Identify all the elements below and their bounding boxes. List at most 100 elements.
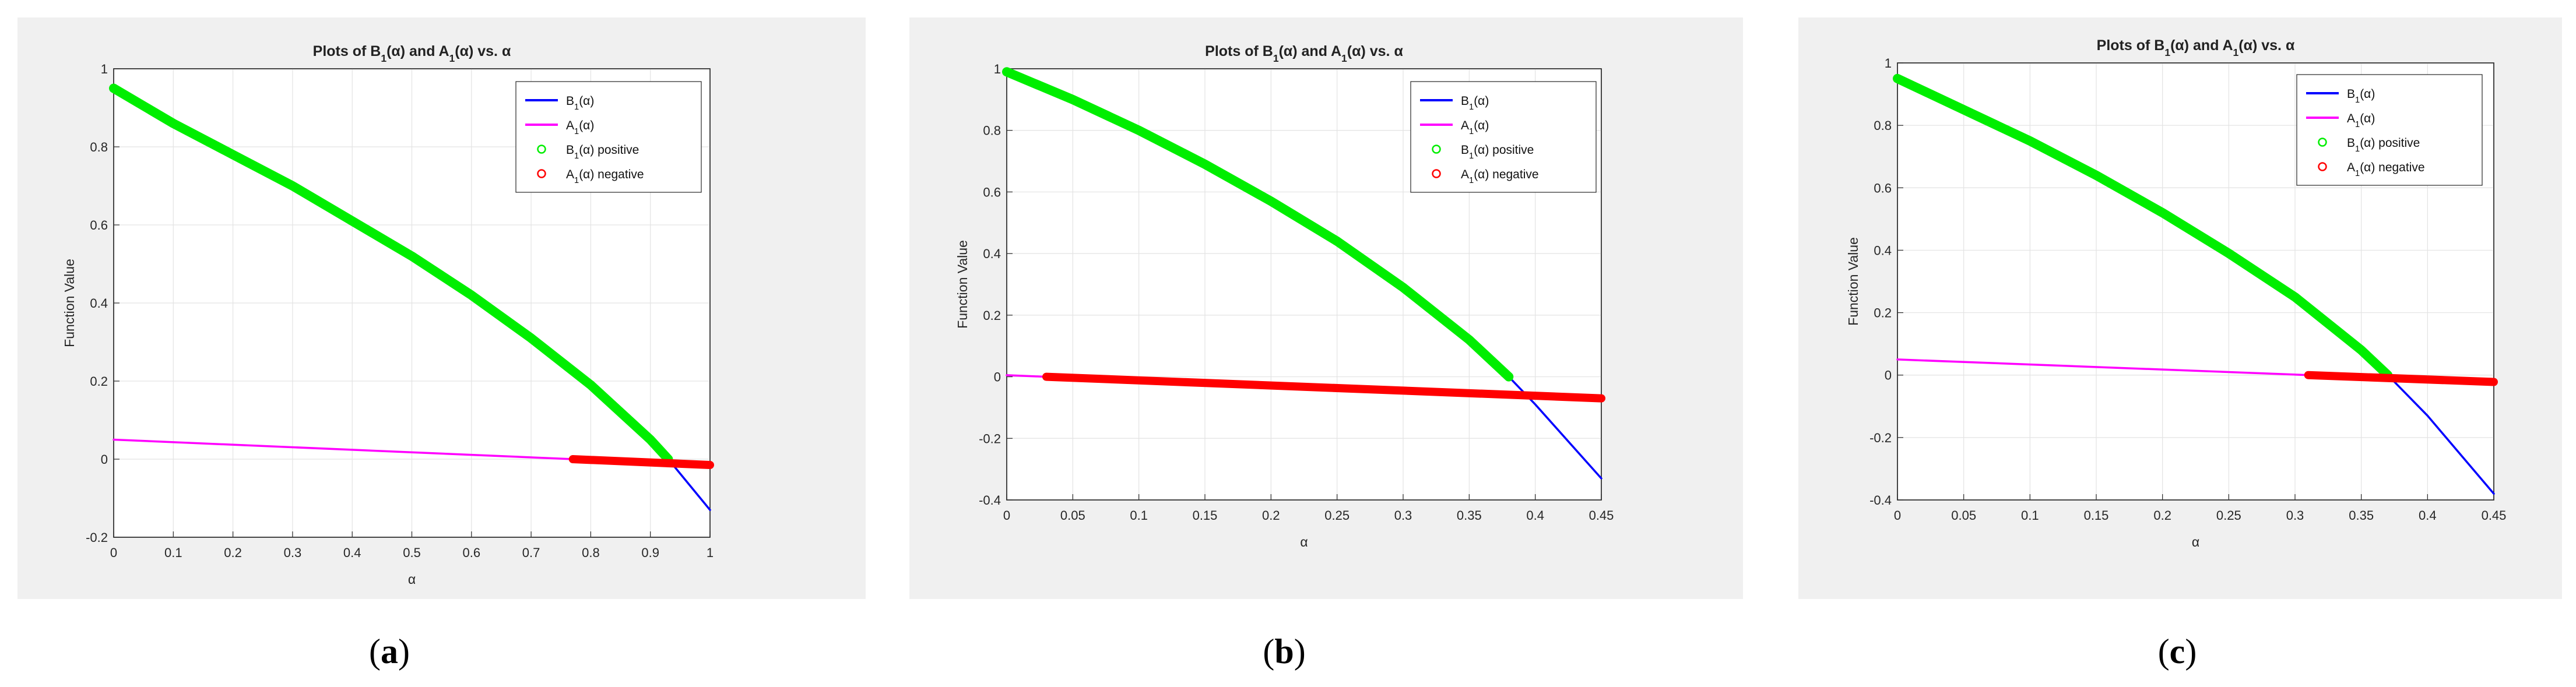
x-tick-label: 0	[110, 545, 117, 560]
legend-entry: A1(α) negative	[2347, 161, 2425, 178]
series-3	[568, 455, 714, 469]
x-tick-label: 0.35	[1457, 508, 1482, 523]
x-tick-label: 1	[707, 545, 714, 560]
legend: B1(α) A1(α) B1(α) positive A1(α) negative	[1410, 81, 1597, 193]
y-tick-label: 0	[1885, 368, 1892, 383]
chart-title: Plots of B1(α) and A1(α) vs. α	[1205, 43, 1403, 64]
legend-entry: B1(α)	[2347, 87, 2375, 105]
x-tick-label: 0.1	[1130, 508, 1148, 523]
x-tick-label: 0.15	[2084, 508, 2109, 523]
legend-entry: A1(α)	[1461, 119, 1489, 136]
y-tick-label: 0	[994, 370, 1001, 385]
y-tick-label: 0	[101, 452, 108, 467]
y-tick-label: 0.4	[1874, 243, 1892, 258]
plot-frame	[1897, 62, 2494, 501]
y-axis-label: Function Value	[955, 240, 970, 329]
y-tick-label: 1	[101, 62, 108, 76]
x-axis-label: α	[2192, 534, 2199, 549]
x-tick-label: 0.5	[403, 545, 421, 560]
panel-caption: (b)	[1263, 632, 1305, 671]
y-axis-label: Function Value	[62, 259, 77, 347]
series-3	[1042, 372, 1605, 403]
y-tick-label: -0.4	[1869, 493, 1892, 508]
x-tick-label: 0.7	[522, 545, 540, 560]
series-2	[1002, 67, 1514, 382]
y-tick-label: 0.2	[983, 308, 1001, 323]
legend-entry: A1(α) negative	[566, 168, 644, 185]
y-tick-label: -0.2	[86, 530, 108, 545]
x-tick-label: 0.8	[582, 545, 600, 560]
x-tick-label: 0	[1003, 508, 1010, 523]
x-tick-label: 0.05	[1951, 508, 1976, 523]
y-tick-label: -0.4	[979, 493, 1001, 508]
series-2	[109, 83, 673, 464]
legend-swatch-marker	[1432, 145, 1441, 154]
x-tick-label: 0.45	[2482, 508, 2507, 523]
y-tick-label: -0.2	[979, 431, 1001, 446]
legend-entry: B1(α) positive	[1461, 143, 1534, 161]
x-tick-label: 0.2	[1262, 508, 1280, 523]
x-tick-label: 0.05	[1060, 508, 1085, 523]
y-tick-label: 1	[1885, 56, 1892, 71]
y-tick-label: -0.2	[1869, 431, 1892, 445]
legend-entry: B1(α)	[1461, 94, 1489, 112]
x-tick-label: 0.4	[343, 545, 361, 560]
x-tick-label: 0.25	[1324, 508, 1349, 523]
y-tick-label: 0.6	[1874, 181, 1892, 195]
chart-title: Plots of B1(α) and A1(α) vs. α	[313, 43, 511, 64]
x-tick-label: 0.3	[2286, 508, 2304, 523]
legend-swatch-marker	[537, 169, 546, 178]
x-tick-label: 0.4	[2419, 508, 2437, 523]
legend-swatch-marker	[1432, 169, 1441, 178]
y-tick-label: 1	[994, 62, 1001, 76]
chart-panel-1: 0 0.05 0.1 0.15 0.2 0.25 0.3 0.35 0.4 0.45 -0.4 -0.…	[909, 17, 1743, 599]
legend-entry: B1(α) positive	[2347, 136, 2420, 154]
legend-swatch-marker	[2318, 138, 2327, 147]
x-tick-label: 0.35	[2349, 508, 2374, 523]
y-tick-label: 0.6	[90, 218, 108, 232]
x-axis-label: α	[1300, 534, 1308, 549]
x-tick-label: 0.1	[164, 545, 182, 560]
plot-frame	[113, 68, 711, 538]
x-tick-label: 0.2	[224, 545, 242, 560]
x-tick-label: 0.2	[2153, 508, 2171, 523]
legend: B1(α) A1(α) B1(α) positive A1(α) negative	[515, 81, 702, 193]
y-tick-label: 0.8	[983, 124, 1001, 138]
chart-panel-2: 0 0.05 0.1 0.15 0.2 0.25 0.3 0.35 0.4 0.45 -0.4 -0.…	[1798, 17, 2562, 599]
x-tick-label: 0.4	[1526, 508, 1544, 523]
x-tick-label: 0.45	[1589, 508, 1614, 523]
y-tick-label: 0.8	[1874, 118, 1892, 133]
plot-frame	[1006, 68, 1602, 501]
legend-entry: B1(α) positive	[566, 143, 639, 161]
y-tick-label: 0.2	[90, 374, 108, 389]
legend-entry: A1(α)	[2347, 112, 2375, 129]
legend: B1(α) A1(α) B1(α) positive A1(α) negative	[2296, 74, 2483, 186]
y-tick-label: 0.4	[90, 296, 108, 311]
legend-entry: B1(α)	[566, 94, 594, 112]
legend-swatch-marker	[2318, 162, 2327, 171]
x-tick-label: 0.25	[2216, 508, 2241, 523]
y-tick-label: 0.6	[983, 185, 1001, 199]
y-axis-label: Function Value	[1846, 237, 1861, 326]
x-tick-label: 0	[1894, 508, 1901, 523]
y-tick-label: 0.4	[983, 246, 1001, 261]
series-2	[1893, 73, 2393, 380]
x-tick-label: 0.9	[641, 545, 659, 560]
y-tick-label: 0.2	[1874, 306, 1892, 320]
y-tick-label: 0.8	[90, 140, 108, 154]
x-tick-label: 0.3	[284, 545, 302, 560]
x-tick-label: 0.15	[1193, 508, 1218, 523]
legend-entry: A1(α)	[566, 119, 594, 136]
chart-title: Plots of B1(α) and A1(α) vs. α	[2097, 37, 2295, 58]
x-tick-label: 0.1	[2021, 508, 2039, 523]
panel-caption: (a)	[369, 632, 410, 671]
legend-entry: A1(α) negative	[1461, 168, 1539, 185]
series-3	[2304, 371, 2498, 386]
x-tick-label: 0.3	[1394, 508, 1412, 523]
x-tick-label: 0.6	[463, 545, 481, 560]
x-axis-label: α	[408, 572, 416, 587]
chart-panel-0: 0 0.1 0.2 0.3 0.4 0.5 0.6 0.7 0.8 0.9 1-0.200.20.4…	[17, 17, 866, 599]
legend-swatch-marker	[537, 145, 546, 154]
panel-caption: (c)	[2158, 632, 2197, 671]
